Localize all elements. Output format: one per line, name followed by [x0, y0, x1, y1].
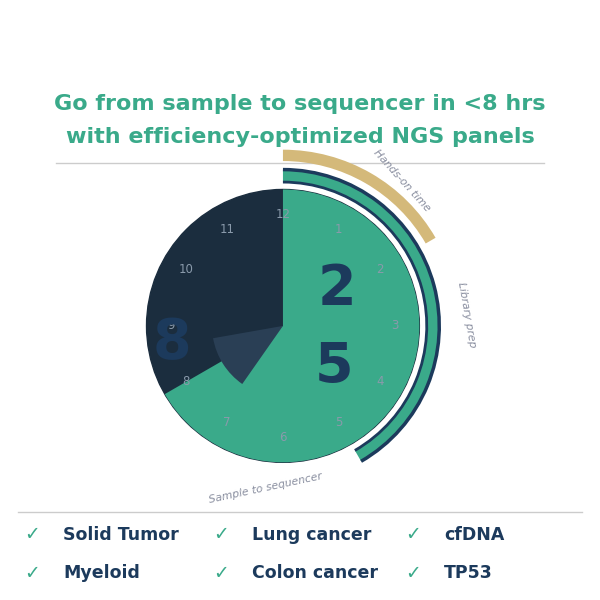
Text: 1: 1	[335, 223, 343, 236]
Text: Solid Tumor: Solid Tumor	[63, 526, 179, 544]
Text: 8: 8	[153, 316, 191, 370]
Text: Sample to sequencer: Sample to sequencer	[208, 471, 323, 505]
Text: 3: 3	[391, 319, 398, 332]
Text: 2: 2	[317, 262, 356, 316]
Text: 9: 9	[167, 319, 175, 332]
Text: with efficiency-optimized NGS panels: with efficiency-optimized NGS panels	[65, 127, 535, 146]
Text: Lung cancer: Lung cancer	[252, 526, 371, 544]
Text: ✓: ✓	[24, 525, 40, 544]
Wedge shape	[213, 326, 283, 384]
Text: ✓: ✓	[213, 563, 229, 583]
Wedge shape	[283, 170, 439, 461]
Text: ✓: ✓	[213, 525, 229, 544]
Circle shape	[146, 190, 419, 463]
Text: ✓: ✓	[24, 563, 40, 583]
Text: TP53: TP53	[444, 564, 493, 582]
Text: 6: 6	[279, 431, 287, 444]
Text: Colon cancer: Colon cancer	[252, 564, 378, 582]
Text: 7: 7	[223, 416, 231, 429]
Text: Go from sample to sequencer in <8 hrs: Go from sample to sequencer in <8 hrs	[54, 94, 546, 114]
Text: ✓: ✓	[405, 563, 421, 583]
Text: 12: 12	[275, 208, 290, 221]
Wedge shape	[165, 190, 419, 463]
Text: 2: 2	[376, 263, 383, 277]
Text: 10: 10	[179, 263, 194, 277]
Text: Library prep: Library prep	[457, 281, 478, 348]
Text: 8: 8	[182, 376, 190, 388]
Wedge shape	[283, 149, 436, 244]
Text: 5: 5	[315, 340, 353, 394]
Text: Myeloid: Myeloid	[63, 564, 140, 582]
Text: 11: 11	[220, 223, 235, 236]
Text: 4: 4	[376, 376, 383, 388]
Text: cfDNA: cfDNA	[444, 526, 505, 544]
Text: ✓: ✓	[405, 525, 421, 544]
Text: Hands-on time: Hands-on time	[371, 148, 432, 214]
Text: 5: 5	[335, 416, 343, 429]
